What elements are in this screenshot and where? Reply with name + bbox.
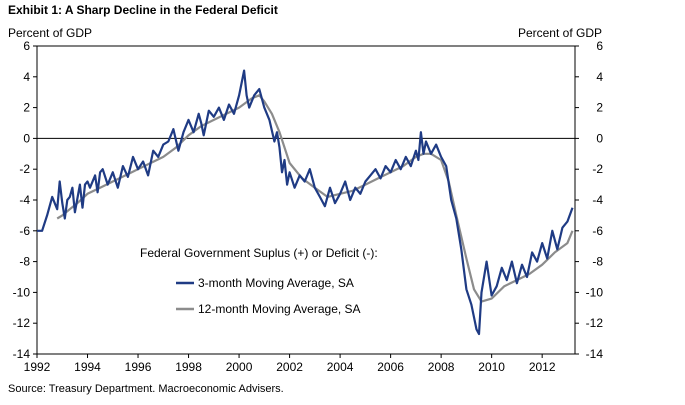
x-tick-label: 2002 — [276, 360, 303, 374]
x-tick-label: 1992 — [24, 360, 51, 374]
source-note: Source: Treasury Department. Macroeconom… — [8, 383, 284, 395]
left-tick-label: -12 — [13, 316, 31, 330]
legend-label-12-month: 12-month Moving Average, SA — [198, 302, 361, 316]
left-tick-label: -6 — [19, 224, 30, 238]
right-tick-label: 2 — [596, 101, 603, 115]
x-tick-label: 2000 — [226, 360, 253, 374]
right-tick-label: 6 — [596, 39, 603, 53]
left-tick-label: -4 — [19, 193, 30, 207]
left-tick-label: 4 — [23, 70, 30, 84]
x-tick-label: 2006 — [377, 360, 404, 374]
series-line-3-month — [37, 69, 574, 336]
legend: Federal Government Suplus (+) or Deficit… — [140, 246, 378, 316]
right-axis-label: Percent of GDP — [518, 26, 602, 40]
left-tick-label: -10 — [13, 285, 31, 299]
legend-title: Federal Government Suplus (+) or Deficit… — [140, 246, 378, 260]
left-tick-label: 2 — [23, 101, 30, 115]
right-tick-label: 4 — [596, 70, 603, 84]
x-tick-label: 2012 — [529, 360, 556, 374]
x-tick-label: 1996 — [125, 360, 152, 374]
right-tick-label: -6 — [592, 224, 603, 238]
x-tick-label: 1998 — [175, 360, 202, 374]
x-tick-label: 2010 — [478, 360, 505, 374]
left-axis-label: Percent of GDP — [8, 26, 92, 40]
left-tick-label: -14 — [13, 347, 31, 361]
right-tick-label: -12 — [586, 316, 604, 330]
right-tick-label: -2 — [592, 162, 603, 176]
x-tick-label: 1994 — [74, 360, 101, 374]
x-tick-label: 2004 — [327, 360, 354, 374]
left-tick-label: 6 — [23, 39, 30, 53]
chart-title: Exhibit 1: A Sharp Decline in the Federa… — [8, 3, 278, 17]
right-tick-label: -10 — [586, 285, 604, 299]
right-tick-label: -8 — [592, 255, 603, 269]
series-line-12-month — [56, 94, 574, 303]
left-tick-label: -2 — [19, 162, 30, 176]
left-tick-label: -8 — [19, 255, 30, 269]
x-tick-label: 2008 — [428, 360, 455, 374]
right-tick-label: -14 — [586, 347, 604, 361]
legend-label-3-month: 3-month Moving Average, SA — [198, 276, 354, 290]
right-tick-label: -4 — [592, 193, 603, 207]
left-tick-label: 0 — [23, 131, 30, 145]
right-tick-label: 0 — [596, 131, 603, 145]
